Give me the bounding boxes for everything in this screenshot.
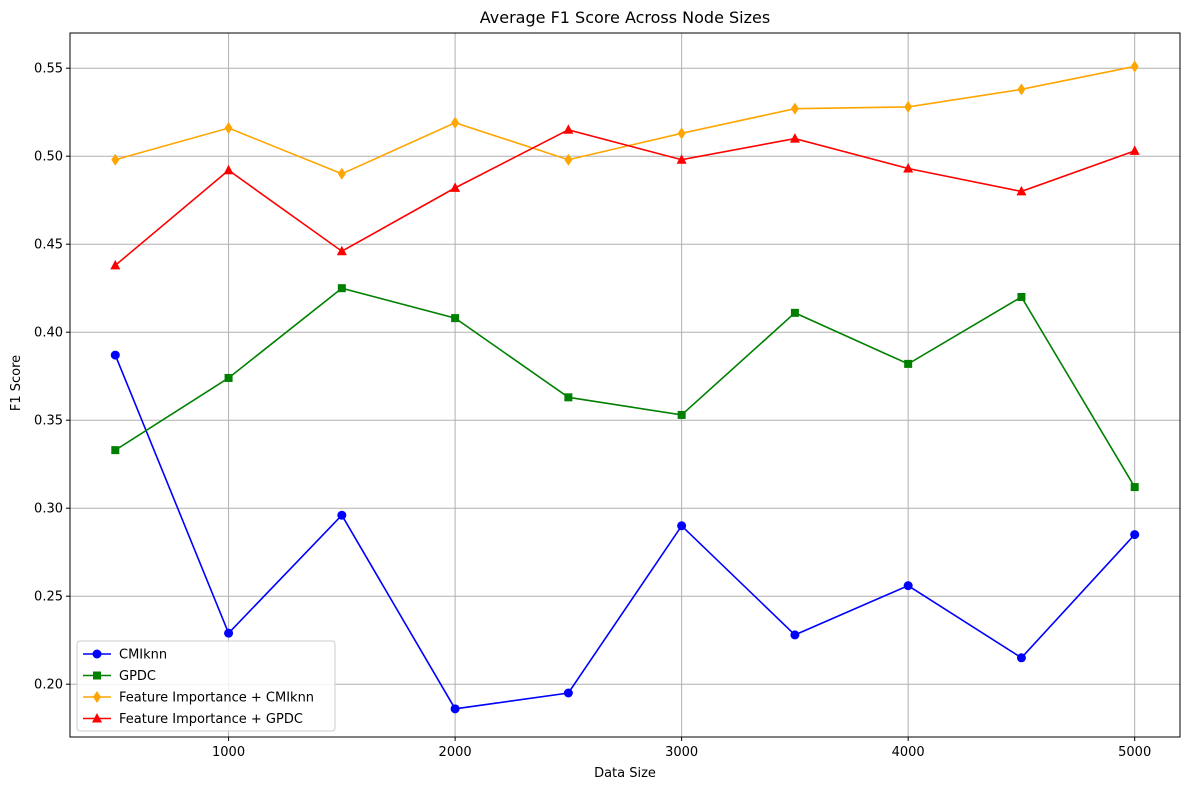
data-point: [677, 127, 686, 140]
data-point: [1130, 60, 1139, 73]
data-point: [563, 124, 574, 134]
data-point: [451, 116, 460, 129]
y-axis: 0.20 0.25 0.30 0.35 0.40 0.45 0.50 0.55: [34, 62, 70, 693]
data-point: [111, 446, 120, 455]
data-point: [564, 153, 573, 166]
grid: [70, 33, 1180, 737]
y-axis-label: F1 Score: [9, 355, 24, 411]
legend-box: [76, 640, 336, 732]
data-point: [110, 259, 121, 270]
series-layer: [110, 60, 1140, 714]
legend-item: Feature Importance + GPDC: [83, 712, 303, 727]
data-point: [564, 393, 573, 402]
legend-marker: [93, 691, 101, 703]
data-point: [337, 510, 347, 520]
data-point: [1130, 530, 1140, 540]
series-line: [114, 354, 1136, 710]
data-point: [903, 581, 913, 591]
series-line: [115, 65, 1135, 175]
data-point: [337, 284, 346, 293]
data-point: [1017, 83, 1026, 96]
data-point: [1017, 293, 1026, 301]
data-point: [677, 521, 687, 531]
legend-item: Feature Importance + CMIknn: [83, 691, 314, 706]
legend-label: CMIknn: [119, 648, 167, 663]
data-point: [224, 122, 233, 135]
series-2: [111, 284, 1139, 492]
y-tick-label: 0.30: [34, 502, 63, 517]
y-tick-label: 0.35: [34, 414, 63, 429]
legend-item: GPDC: [83, 669, 156, 684]
legend-marker: [92, 649, 102, 659]
data-point: [337, 167, 346, 180]
series-4: [110, 124, 1140, 270]
x-tick-label: 3000: [665, 745, 698, 760]
series-1: [110, 350, 1140, 714]
series-3: [111, 60, 1139, 180]
y-tick-label: 0.55: [34, 62, 63, 77]
data-point: [790, 630, 800, 640]
x-axis: 1000 2000 3000 4000 5000: [212, 737, 1151, 760]
legend-marker: [93, 671, 101, 680]
data-point: [1129, 145, 1140, 155]
data-point: [790, 102, 799, 115]
data-point: [110, 350, 120, 360]
data-point: [336, 245, 347, 256]
data-point: [111, 153, 120, 166]
data-point: [224, 373, 233, 382]
x-axis-label: Data Size: [594, 766, 656, 781]
y-tick-label: 0.45: [34, 238, 63, 253]
data-point: [677, 410, 686, 419]
data-point: [451, 314, 460, 323]
y-tick-label: 0.25: [34, 590, 63, 605]
chart-title: Average F1 Score Across Node Sizes: [480, 8, 770, 27]
data-point: [1016, 185, 1027, 196]
x-tick-label: 2000: [439, 745, 472, 760]
data-point: [450, 704, 460, 714]
data-point: [903, 163, 914, 173]
data-point: [224, 628, 234, 638]
y-tick-label: 0.40: [34, 326, 63, 341]
x-tick-label: 4000: [892, 745, 925, 760]
legend-marker: [92, 713, 102, 723]
data-point: [1130, 483, 1139, 492]
legend-label: GPDC: [119, 669, 156, 684]
legend: CMIknn GPDC Feature Importance + CMIknn Fea…: [76, 640, 336, 732]
series-line: [114, 287, 1136, 488]
plot-frame: [69, 32, 1181, 738]
data-point: [563, 688, 573, 698]
legend-item: CMIknn: [83, 648, 167, 663]
legend-label: Feature Importance + GPDC: [119, 712, 303, 727]
data-point: [904, 359, 913, 368]
x-tick-label: 5000: [1118, 745, 1151, 760]
data-point: [790, 308, 799, 317]
data-point: [223, 164, 234, 175]
y-tick-label: 0.50: [34, 150, 63, 165]
legend-label: Feature Importance + CMIknn: [119, 691, 314, 706]
x-tick-label: 1000: [212, 745, 245, 760]
data-point: [1016, 653, 1026, 663]
y-tick-label: 0.20: [34, 678, 63, 693]
data-point: [676, 154, 687, 164]
series-line: [114, 128, 1135, 266]
data-point: [789, 133, 800, 143]
data-point: [450, 182, 461, 192]
data-point: [904, 100, 913, 113]
